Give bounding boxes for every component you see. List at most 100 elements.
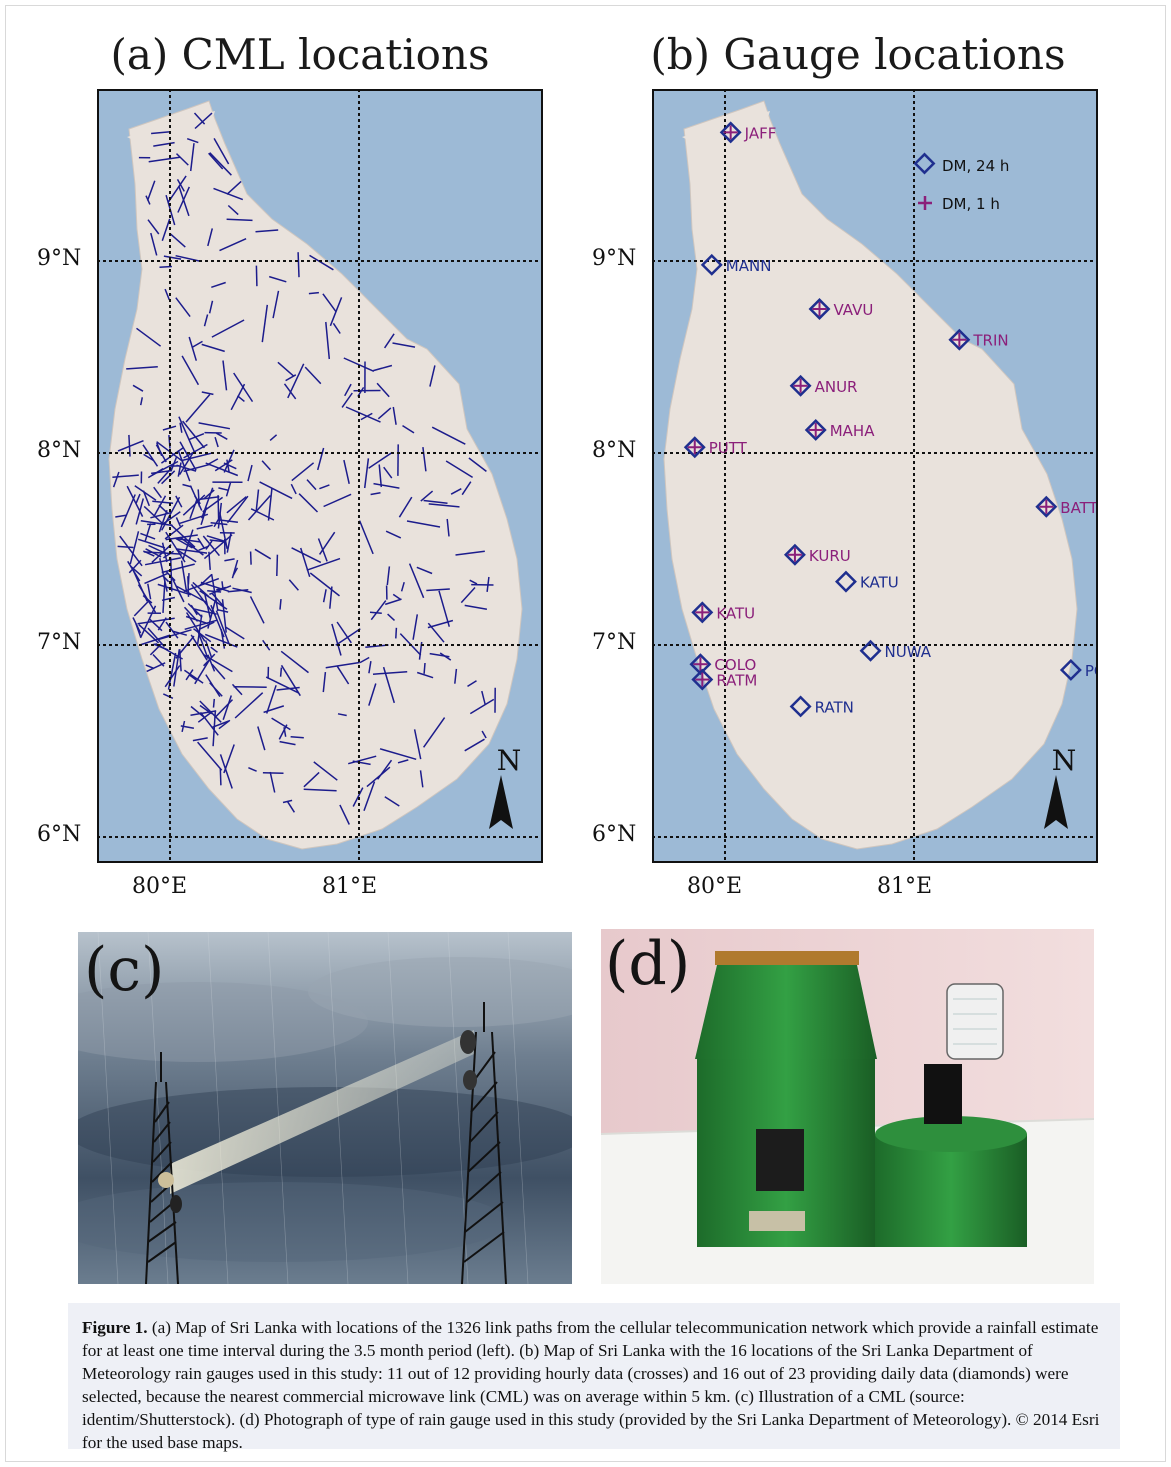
cml-link-path xyxy=(207,458,219,466)
rain-gauge-recorder xyxy=(875,983,1027,1247)
cml-link-path xyxy=(129,531,140,565)
station-label: NUWA xyxy=(885,643,932,661)
cml-link-path xyxy=(373,364,393,372)
station-label: KATU xyxy=(716,604,755,622)
cml-link-path xyxy=(222,695,233,720)
cml-link-path xyxy=(135,623,142,638)
cml-link-path xyxy=(248,767,257,772)
cml-link-path xyxy=(225,482,232,497)
diamond-icon xyxy=(948,328,971,351)
cml-link-path xyxy=(368,660,372,674)
cml-link-path xyxy=(398,496,413,518)
station-marker: KURU xyxy=(783,543,851,566)
cml-link-path xyxy=(207,654,216,672)
cml-link-path xyxy=(146,662,166,673)
cml-link-path xyxy=(392,342,416,348)
station-label: MAHA xyxy=(830,422,875,440)
lat-tick-8n: 8°N xyxy=(592,438,637,463)
jaffna-peninsula xyxy=(127,111,215,147)
cml-link-path xyxy=(400,581,405,592)
cml-link-path xyxy=(226,531,232,553)
cml-link-path xyxy=(139,397,144,406)
cml-link-path xyxy=(197,537,206,550)
cml-link-path xyxy=(177,450,191,482)
diamond-icon xyxy=(683,436,706,459)
cml-link-path xyxy=(280,650,309,674)
cml-link-path xyxy=(247,464,253,482)
cml-link-path xyxy=(227,204,239,216)
cml-link-path xyxy=(416,671,434,679)
cml-link-path xyxy=(192,737,208,742)
cml-link-path xyxy=(370,600,387,621)
cml-link-path xyxy=(332,322,341,334)
cml-link-path xyxy=(282,799,293,804)
cml-link-path xyxy=(144,572,169,585)
diamond-icon xyxy=(783,543,806,566)
cml-link-path xyxy=(175,635,195,659)
diamond-icon xyxy=(1059,658,1082,681)
cml-link-path xyxy=(205,462,239,477)
cml-link-path xyxy=(406,520,441,528)
cml-link-path xyxy=(261,304,269,343)
diamond-icon xyxy=(719,121,742,144)
cml-link-path xyxy=(183,463,211,473)
cml-link-path xyxy=(259,481,293,500)
cml-link-path xyxy=(190,583,214,614)
legend-diamond-icon xyxy=(913,152,936,175)
cml-link-path xyxy=(306,557,341,571)
cml-link-path xyxy=(186,137,199,144)
cml-link-path xyxy=(153,486,163,499)
cml-link-path xyxy=(232,567,239,576)
cml-link-path xyxy=(194,112,213,130)
cml-link-path xyxy=(408,563,425,599)
station-marker: MANN xyxy=(700,253,771,276)
cml-link-path xyxy=(188,433,205,441)
station-marker: MAHA xyxy=(804,418,875,441)
cml-link-path xyxy=(143,551,182,555)
cml-link-path xyxy=(183,577,220,593)
cml-link-path xyxy=(285,374,297,382)
cml-link-path xyxy=(422,717,446,748)
cml-link-path xyxy=(146,180,156,201)
cml-link-path xyxy=(181,451,214,462)
cml-link-path xyxy=(344,383,352,397)
cml-link-path xyxy=(481,690,486,705)
cml-link-path xyxy=(368,683,377,706)
cml-link-path xyxy=(373,482,400,489)
cml-link-path xyxy=(207,228,214,247)
cml-link-path xyxy=(175,153,189,166)
cml-link-path xyxy=(142,444,159,467)
cml-link-path xyxy=(204,640,213,659)
cml-link-path xyxy=(117,440,144,452)
cml-link-path xyxy=(218,512,228,550)
cml-link-path xyxy=(164,288,170,301)
cml-link-path xyxy=(325,321,331,360)
cml-link-path xyxy=(337,713,347,717)
cml-link-path xyxy=(158,510,168,533)
cml-link-path xyxy=(142,550,155,557)
cml-link-path xyxy=(164,665,181,688)
cml-link-path xyxy=(265,676,299,694)
cml-link-path xyxy=(464,604,488,610)
cml-link-path xyxy=(205,540,213,550)
cml-link-path xyxy=(272,290,280,319)
cml-link-path xyxy=(221,599,227,633)
cml-link-path xyxy=(120,494,136,528)
cml-link-path xyxy=(249,551,252,565)
cml-link-path xyxy=(319,484,330,490)
cml-link-path xyxy=(161,470,176,485)
cml-link-path xyxy=(345,406,381,423)
cml-link-path xyxy=(467,680,477,688)
cml-link-path xyxy=(202,535,220,557)
cml-link-path xyxy=(219,768,222,786)
cml-link-path xyxy=(343,357,375,372)
cml-link-path xyxy=(384,796,400,807)
cml-link-path xyxy=(223,744,235,774)
cml-link-path xyxy=(309,572,340,597)
diamond-icon xyxy=(804,418,827,441)
cml-link-path xyxy=(254,548,272,560)
cml-link-path xyxy=(226,495,249,524)
panel-a-title: (a) CML locations xyxy=(110,30,490,79)
cml-link-path xyxy=(183,669,204,684)
cml-link-path xyxy=(196,524,213,530)
